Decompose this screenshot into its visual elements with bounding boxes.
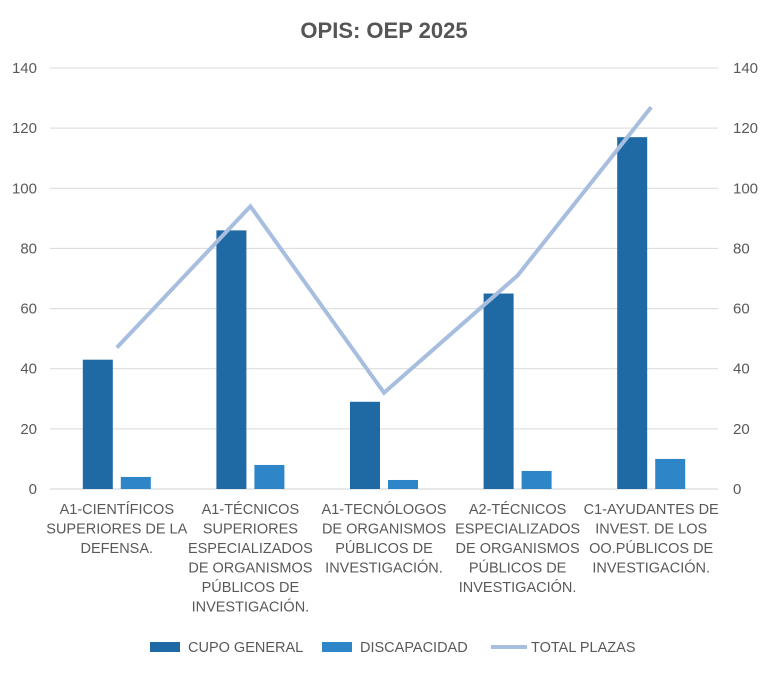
x-category-label: C1-AYUDANTES DE INVEST. DE LOS OO.PÚBLICOS…: [584, 502, 719, 577]
y-tick-label-left: 40: [20, 361, 37, 378]
y-tick-label-left: 0: [29, 481, 37, 498]
y-tick-label-right: 80: [733, 240, 750, 257]
bar-cupo-general: [350, 401, 380, 489]
bar-discapacidad: [388, 479, 418, 489]
y-tick-label-right: 120: [733, 120, 758, 137]
bar-cupo-general: [617, 137, 648, 489]
x-category-label: A1-TÉCNICOS SUPERIORES ESPECIALIZADOS DE OR…: [188, 501, 313, 616]
bar-discapacidad: [120, 476, 151, 489]
legend: CUPO GENERAL DISCAPACIDAD TOTAL PLAZAS: [150, 640, 636, 656]
x-category-label: A1-CIENTÍFICOS SUPERIORES DE LA DEFENSA.: [46, 501, 187, 557]
total-line: [115, 105, 653, 396]
y-tick-label-right: 0: [733, 481, 741, 498]
bar-cupo-general: [82, 359, 113, 489]
bar-discapacidad: [254, 464, 285, 489]
x-category-label: A2-TÉCNICOS ESPECIALIZADOS DE ORGANISMOS PÚ…: [455, 501, 580, 596]
y-tick-label-left: 60: [20, 301, 37, 318]
category-labels: A1-CIENTÍFICOS SUPERIORES DE LA DEFENSA.A1…: [46, 501, 719, 616]
y-tick-label-left: 120: [12, 120, 37, 137]
legend-label-cupo-general: CUPO GENERAL: [188, 640, 303, 656]
bar-discapacidad: [521, 470, 552, 489]
y-tick-label-right: 60: [733, 301, 750, 318]
y-tick-label-left: 80: [20, 240, 37, 257]
legend-swatch-discapacidad: [322, 642, 352, 652]
bar-cupo-general: [483, 293, 514, 489]
bar-discapacidad: [655, 458, 686, 489]
y-tick-label-left: 20: [20, 421, 37, 438]
x-category-label: A1-TECNÓLOGOS DE ORGANISMOS PÚBLICOS DE INV…: [322, 501, 447, 577]
y-tick-label-right: 40: [733, 361, 750, 378]
gridlines: [50, 67, 718, 490]
y-tick-label-left: 100: [12, 180, 37, 197]
bars: [82, 137, 686, 489]
right-axis-ticks: 0 20 40 60 80 100 120 140: [733, 60, 758, 498]
bar-cupo-general: [216, 230, 247, 489]
line-total-plazas: [115, 105, 653, 396]
legend-label-discapacidad: DISCAPACIDAD: [360, 640, 468, 656]
left-axis-ticks: 0 20 40 60 80 100 120 140: [12, 60, 37, 498]
legend-label-total-plazas: TOTAL PLAZAS: [531, 640, 636, 656]
y-tick-label-left: 140: [12, 60, 37, 77]
y-tick-label-right: 140: [733, 60, 758, 77]
y-tick-label-right: 20: [733, 421, 750, 438]
legend-swatch-cupo-general: [150, 642, 180, 652]
chart-title: OPIS: OEP 2025: [300, 18, 467, 43]
y-tick-label-right: 100: [733, 180, 758, 197]
